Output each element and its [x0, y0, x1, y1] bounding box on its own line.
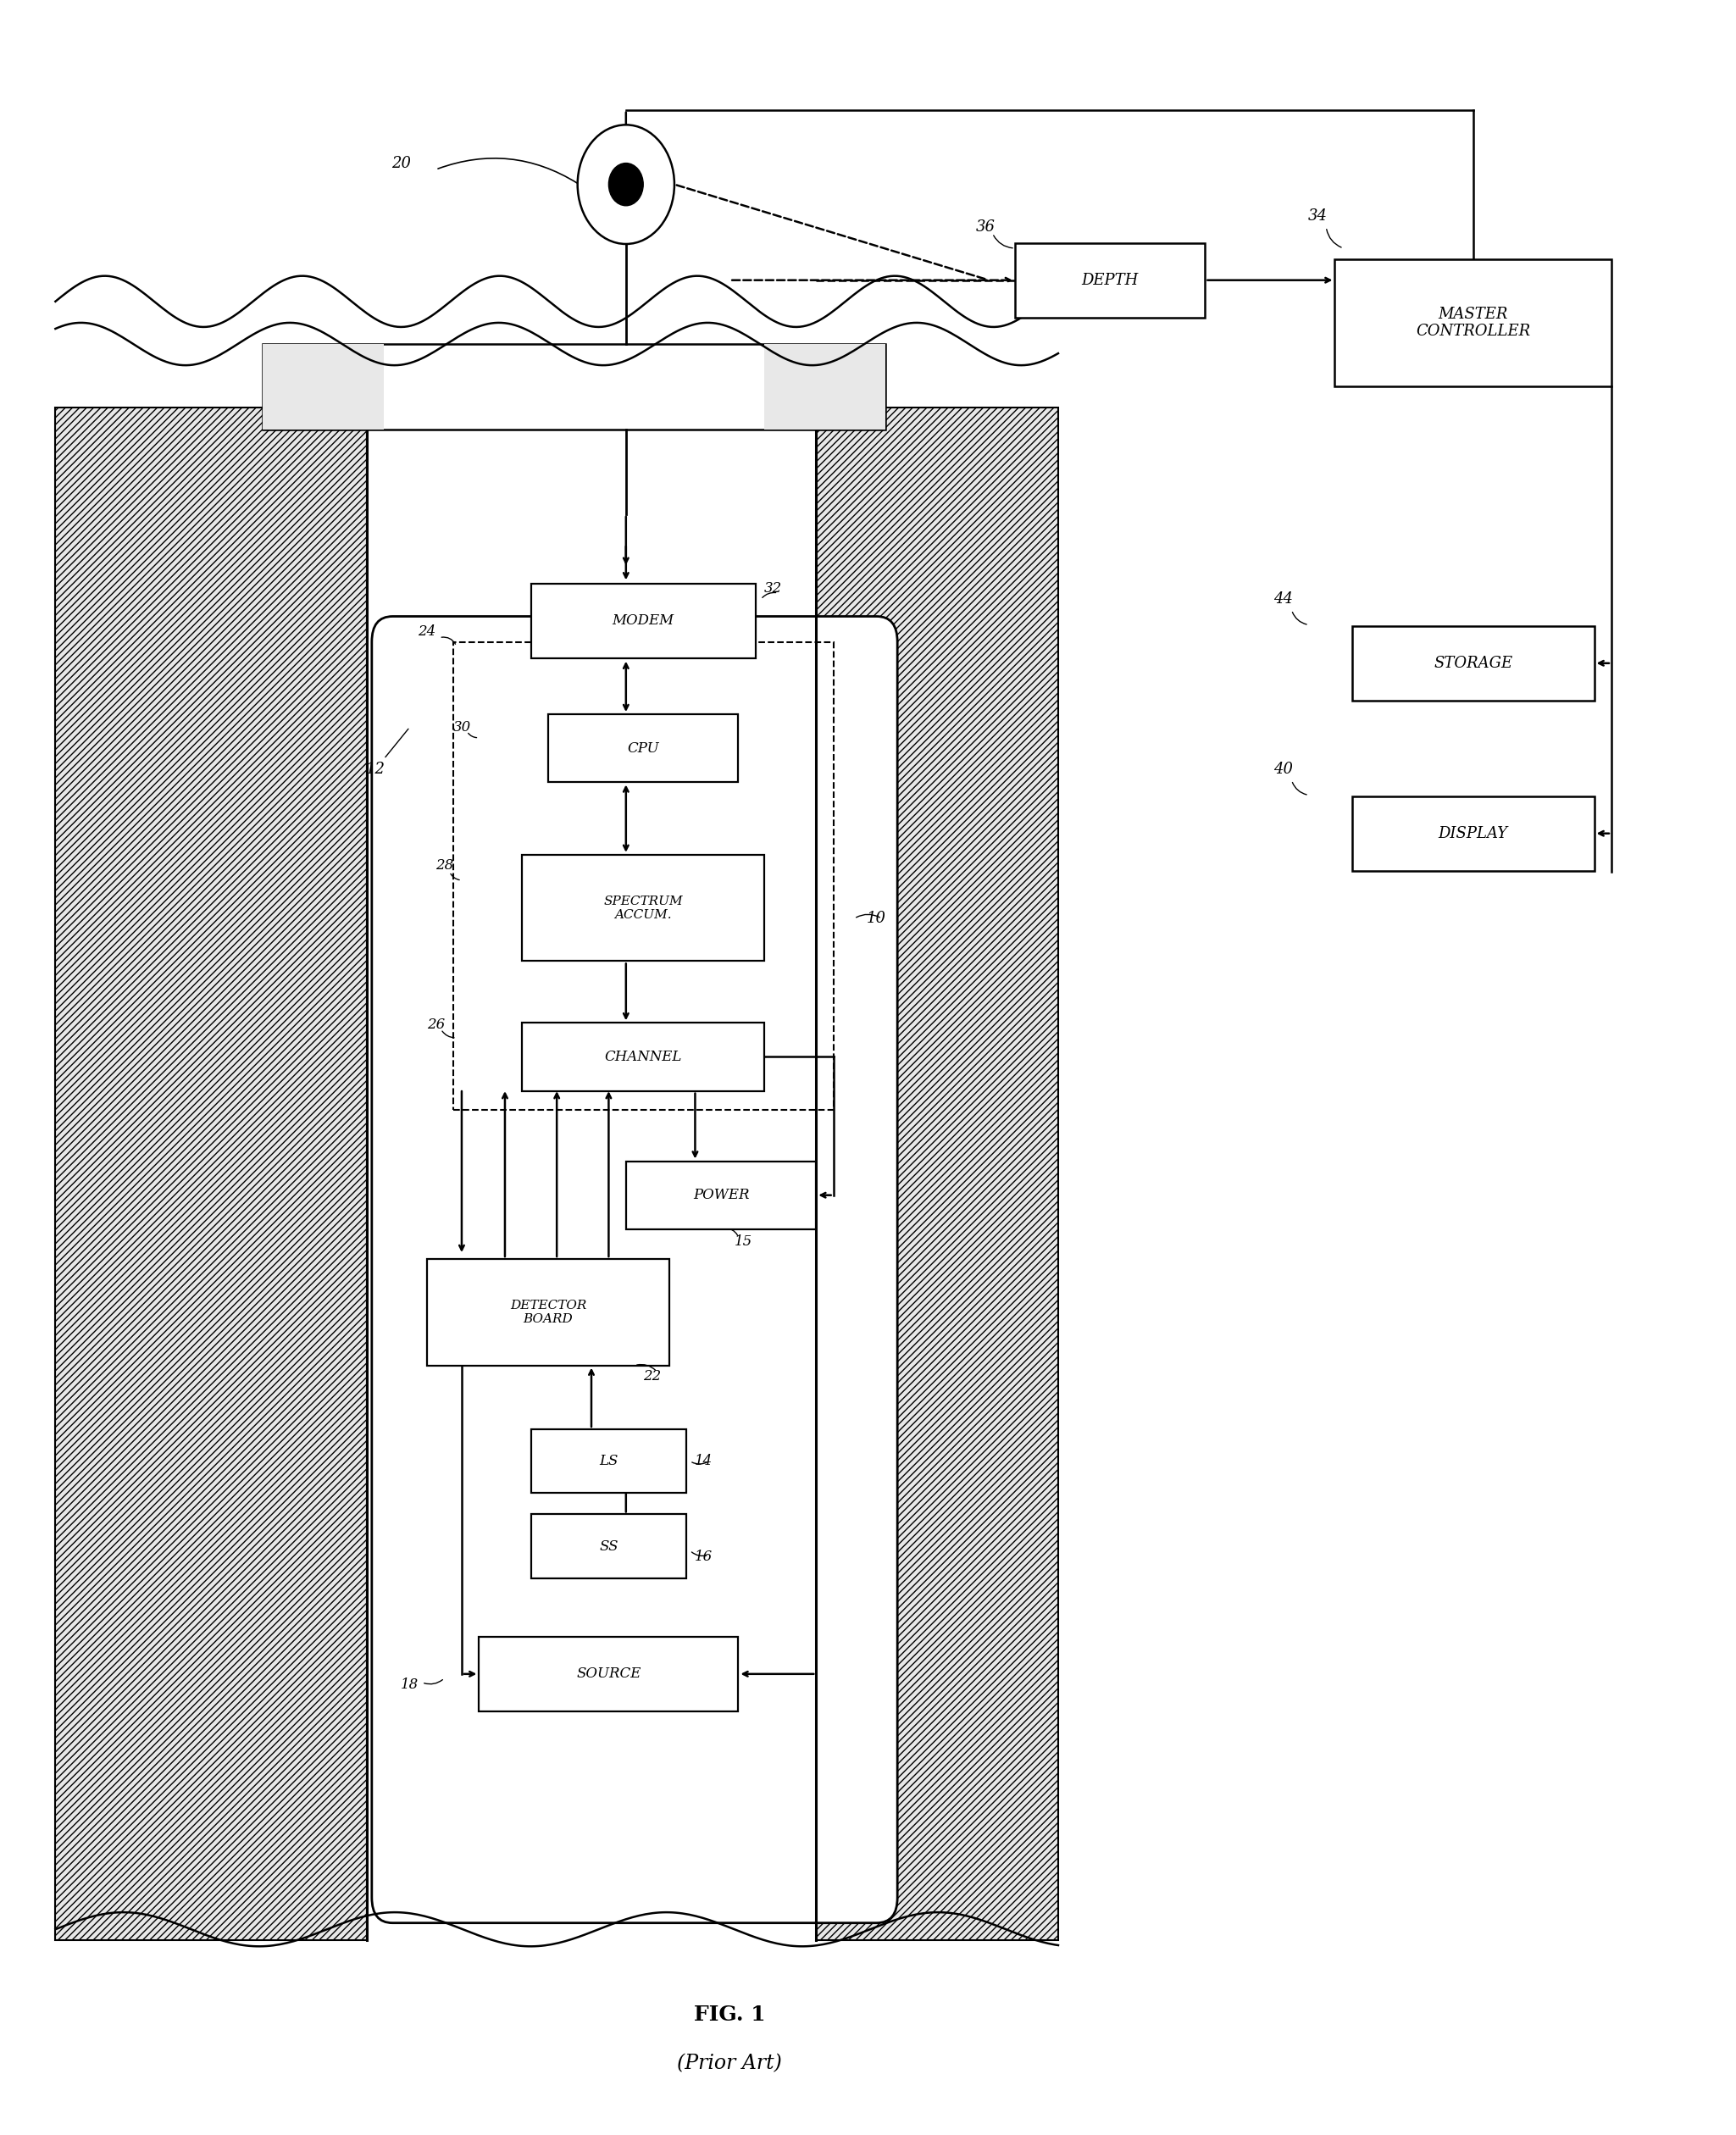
- Bar: [1352, 626, 1594, 700]
- Text: MASTER
CONTROLLER: MASTER CONTROLLER: [1417, 305, 1531, 339]
- Text: LS: LS: [599, 1454, 618, 1469]
- Bar: [531, 583, 755, 658]
- Text: DISPLAY: DISPLAY: [1439, 826, 1509, 841]
- Text: 36: 36: [976, 220, 995, 235]
- Text: SOURCE: SOURCE: [576, 1667, 641, 1680]
- Text: 26: 26: [427, 1018, 444, 1031]
- Text: 15: 15: [734, 1234, 752, 1249]
- Bar: [427, 1260, 668, 1366]
- Bar: [627, 1161, 816, 1230]
- Text: FIG. 1: FIG. 1: [694, 2005, 766, 2024]
- Text: 18: 18: [401, 1678, 418, 1691]
- Bar: [816, 408, 1059, 1941]
- Bar: [523, 1023, 764, 1091]
- FancyBboxPatch shape: [372, 617, 898, 1924]
- Text: 20: 20: [391, 156, 411, 171]
- Text: 12: 12: [366, 762, 385, 777]
- Bar: [531, 1514, 686, 1578]
- Bar: [56, 408, 366, 1941]
- Circle shape: [609, 162, 644, 205]
- Text: STORAGE: STORAGE: [1434, 655, 1512, 670]
- Text: 14: 14: [694, 1454, 713, 1469]
- Text: 10: 10: [866, 912, 887, 927]
- Text: 30: 30: [453, 719, 470, 734]
- Bar: [531, 1428, 686, 1492]
- Circle shape: [578, 124, 674, 243]
- Text: POWER: POWER: [693, 1187, 750, 1202]
- Text: SS: SS: [599, 1539, 618, 1554]
- Bar: [549, 715, 738, 781]
- Bar: [262, 344, 384, 429]
- Text: CPU: CPU: [627, 741, 660, 756]
- Text: 16: 16: [694, 1550, 713, 1565]
- Text: 34: 34: [1307, 209, 1328, 224]
- Bar: [1016, 243, 1205, 318]
- Text: DETECTOR
BOARD: DETECTOR BOARD: [510, 1300, 587, 1326]
- Bar: [523, 854, 764, 961]
- Text: 44: 44: [1272, 591, 1293, 606]
- Text: CHANNEL: CHANNEL: [604, 1050, 682, 1063]
- Text: 22: 22: [642, 1369, 661, 1383]
- Bar: [262, 344, 885, 429]
- Text: DEPTH: DEPTH: [1082, 273, 1139, 288]
- Bar: [1335, 258, 1611, 386]
- Bar: [764, 344, 885, 429]
- Text: 28: 28: [436, 858, 453, 873]
- Text: 24: 24: [418, 623, 436, 638]
- Text: MODEM: MODEM: [613, 613, 674, 628]
- Bar: [1352, 796, 1594, 871]
- Text: 40: 40: [1272, 762, 1293, 777]
- Bar: [479, 1638, 738, 1710]
- Text: SPECTRUM
ACCUM.: SPECTRUM ACCUM.: [604, 895, 682, 920]
- Text: (Prior Art): (Prior Art): [677, 2054, 783, 2073]
- Bar: [366, 408, 816, 1941]
- Text: 32: 32: [764, 581, 781, 596]
